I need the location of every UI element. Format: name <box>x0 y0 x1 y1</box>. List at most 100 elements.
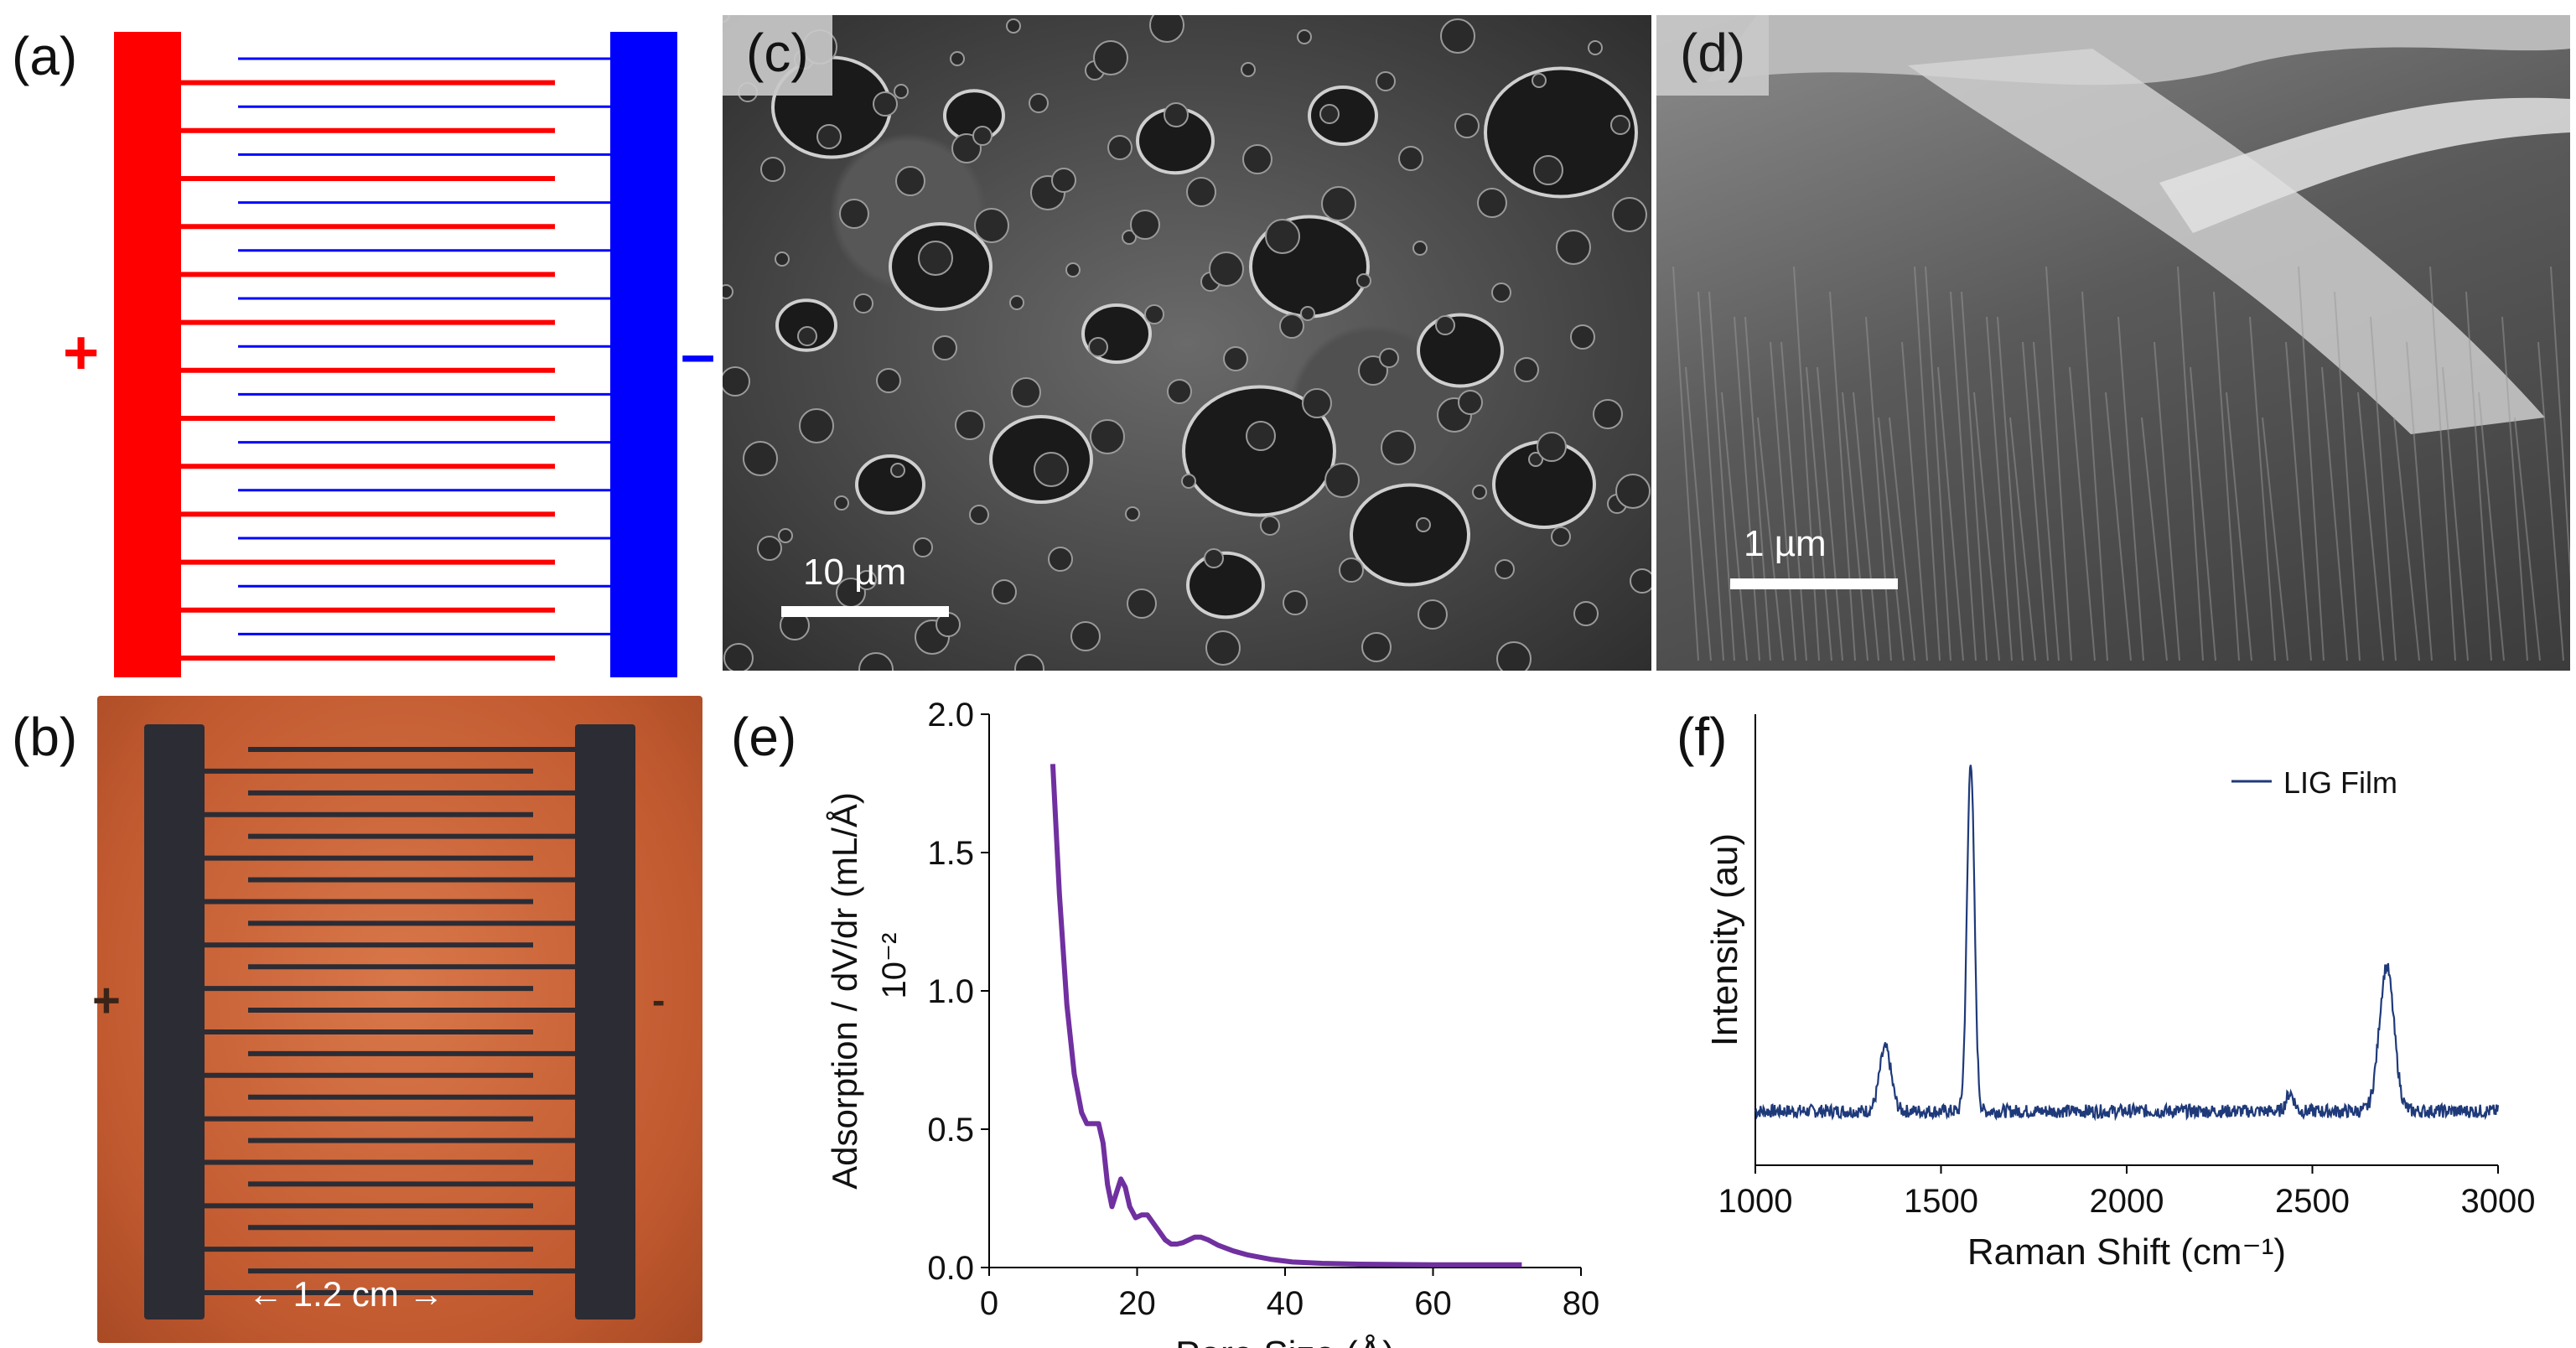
y-tick-label: 0.0 <box>927 1250 974 1287</box>
graphene-flake <box>1707 15 2570 86</box>
x-tick-label: 2000 <box>2090 1183 2164 1220</box>
x-axis-label: Raman Shift (cm⁻¹) <box>1967 1231 2286 1273</box>
micro-pore <box>1612 197 1647 232</box>
pore <box>1186 551 1265 620</box>
micro-pore <box>1435 315 1455 335</box>
fiber-strand <box>1685 366 1712 661</box>
y-axis-label: Adsorption / dV/dr (mL/Å) <box>825 792 864 1190</box>
panel-d-scale-label: 1 µm <box>1744 523 1827 564</box>
micro-pore <box>1164 102 1189 127</box>
fiber-strand <box>2045 266 2072 661</box>
micro-pore <box>1588 40 1603 55</box>
panel-f: (f) 1000 1500 2000 2500 3000 Raman Shift (cm⁻… <box>1656 687 2576 1348</box>
panel-e-label: (e) <box>731 707 797 767</box>
micro-pore <box>857 570 877 590</box>
micro-pore <box>723 284 733 299</box>
fiber-strand <box>1708 291 1735 661</box>
micro-pore <box>1630 568 1651 594</box>
micro-pore <box>853 293 873 314</box>
micro-pore <box>1209 251 1244 287</box>
pore <box>1417 313 1504 388</box>
micro-pore <box>1242 144 1272 174</box>
micro-pore <box>1324 463 1360 498</box>
micro-pore <box>1302 388 1332 418</box>
fiber-strand <box>2249 316 2276 661</box>
fiber-strand <box>2334 291 2361 661</box>
fiber-strand <box>1806 366 1832 661</box>
micro-pore <box>723 643 754 671</box>
fiber-strand <box>1770 341 1796 661</box>
micro-pore <box>1418 599 1448 630</box>
micro-pore <box>743 441 778 476</box>
photo-minus-sign: - <box>652 978 666 1022</box>
fiber-strand <box>2213 291 2240 661</box>
micro-pore <box>1093 40 1128 75</box>
fiber-strand <box>2357 391 2384 661</box>
micro-pore <box>1358 355 1388 386</box>
fiber-strand <box>2429 266 2456 661</box>
fiber-strand <box>2442 366 2469 661</box>
micro-pore <box>760 157 785 182</box>
micro-pore <box>858 652 894 671</box>
device-photo: ← 1.2 cm → + - <box>92 696 702 1343</box>
fiber-strand <box>1817 366 1843 661</box>
y-axis-scale-label: 10⁻² <box>876 933 913 999</box>
micro-pore <box>1610 115 1630 135</box>
micro-pore <box>1088 337 1108 357</box>
fiber-strand <box>2117 316 2144 661</box>
x-tick-label: 3000 <box>2461 1183 2536 1220</box>
micro-pore <box>1532 73 1547 88</box>
raman-series-line <box>1754 765 2500 1122</box>
fiber-strand <box>1878 417 1905 661</box>
fiber-strand <box>2537 341 2564 661</box>
micro-pore <box>1051 168 1076 193</box>
micro-pore <box>1186 177 1216 207</box>
panel-c-label: (c) <box>723 15 832 96</box>
micro-pore <box>951 133 982 163</box>
pore <box>1350 483 1470 587</box>
fiber-strand <box>2141 417 2168 661</box>
micro-pore <box>1009 295 1024 310</box>
micro-pore <box>932 335 957 360</box>
fiber-strand <box>2081 291 2108 661</box>
micro-pore <box>1006 18 1021 34</box>
raman-spectrum-chart: 1000 1500 2000 2500 3000 Raman Shift (cm⁻¹) In… <box>1704 714 2536 1273</box>
fiber-strand <box>2177 266 2204 661</box>
micro-pore <box>1398 146 1423 171</box>
x-tick-label: 1000 <box>1718 1183 1793 1220</box>
micro-pore <box>1029 93 1049 113</box>
fiber-strand <box>1853 391 1879 661</box>
micro-pore <box>1283 590 1308 615</box>
panel-b-label: (b) <box>12 707 78 767</box>
fiber-strand <box>2478 391 2505 661</box>
micro-pore <box>1107 135 1133 160</box>
micro-pore <box>1011 377 1041 407</box>
micro-pore <box>1528 452 1543 467</box>
fiber-strand <box>1925 266 1951 661</box>
micro-pore <box>1144 304 1164 324</box>
graphene-sheet-texture <box>1672 15 2570 661</box>
fiber-strand <box>2285 341 2312 661</box>
micro-pore <box>890 463 905 478</box>
micro-pore <box>1127 588 1157 619</box>
fiber-strand <box>2550 266 2570 583</box>
micro-pore <box>955 410 985 440</box>
positive-busbar <box>114 32 181 677</box>
panel-c-scale-label: 10 µm <box>803 552 907 593</box>
fiber-strand <box>2501 316 2528 661</box>
micro-pore <box>1361 632 1392 662</box>
fiber-strand <box>2022 341 2049 661</box>
micro-pore <box>1458 390 1483 415</box>
pore-size-chart: 0.0 0.5 1.0 1.5 2.0 0 20 40 60 80 Pore Size (Å) Ads… <box>825 697 1599 1348</box>
micro-pore <box>1533 155 1563 185</box>
micro-pore <box>757 536 782 561</box>
micro-pore <box>1615 474 1651 509</box>
micro-pore <box>1491 283 1511 303</box>
legend-label: LIG Film <box>2283 765 2397 800</box>
micro-pore <box>1204 548 1224 568</box>
micro-pore <box>1279 314 1304 339</box>
micro-pore <box>918 241 953 276</box>
fiber-strand <box>1793 266 1820 661</box>
micro-pore <box>1416 517 1431 532</box>
positive-terminal-sign: + <box>63 318 100 387</box>
